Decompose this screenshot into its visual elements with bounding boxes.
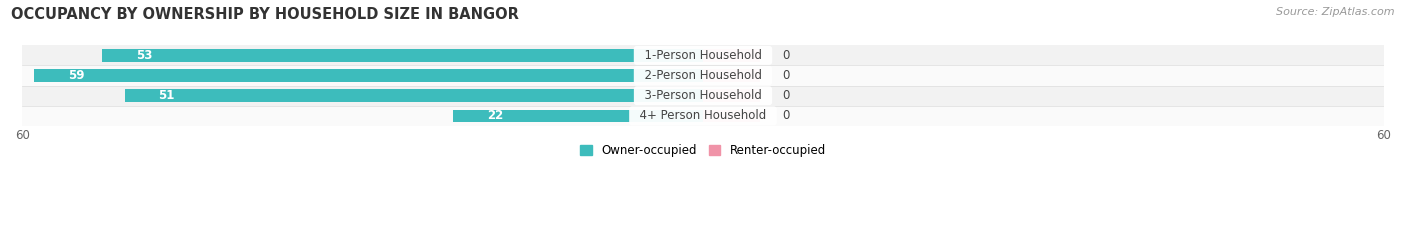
Bar bbox=[22, 106, 1384, 126]
Bar bbox=[22, 65, 1384, 86]
Text: 4+ Person Household: 4+ Person Household bbox=[633, 109, 773, 122]
Text: 0: 0 bbox=[782, 49, 790, 62]
Bar bbox=[703, 110, 759, 122]
Text: 0: 0 bbox=[782, 89, 790, 102]
Text: 1-Person Household: 1-Person Household bbox=[637, 49, 769, 62]
Text: 51: 51 bbox=[159, 89, 174, 102]
Legend: Owner-occupied, Renter-occupied: Owner-occupied, Renter-occupied bbox=[575, 140, 831, 162]
Bar bbox=[703, 89, 759, 102]
Bar bbox=[125, 89, 703, 102]
Text: 59: 59 bbox=[67, 69, 84, 82]
Text: 53: 53 bbox=[136, 49, 152, 62]
Text: 2-Person Household: 2-Person Household bbox=[637, 69, 769, 82]
Text: 22: 22 bbox=[488, 109, 503, 122]
Bar bbox=[703, 69, 759, 82]
Bar bbox=[34, 69, 703, 82]
Bar bbox=[101, 49, 703, 62]
Text: 3-Person Household: 3-Person Household bbox=[637, 89, 769, 102]
Bar bbox=[703, 49, 759, 62]
Bar bbox=[454, 110, 703, 122]
Text: OCCUPANCY BY OWNERSHIP BY HOUSEHOLD SIZE IN BANGOR: OCCUPANCY BY OWNERSHIP BY HOUSEHOLD SIZE… bbox=[11, 7, 519, 22]
Bar bbox=[22, 86, 1384, 106]
Bar bbox=[22, 45, 1384, 65]
Text: 0: 0 bbox=[782, 109, 790, 122]
Text: 0: 0 bbox=[782, 69, 790, 82]
Text: Source: ZipAtlas.com: Source: ZipAtlas.com bbox=[1277, 7, 1395, 17]
